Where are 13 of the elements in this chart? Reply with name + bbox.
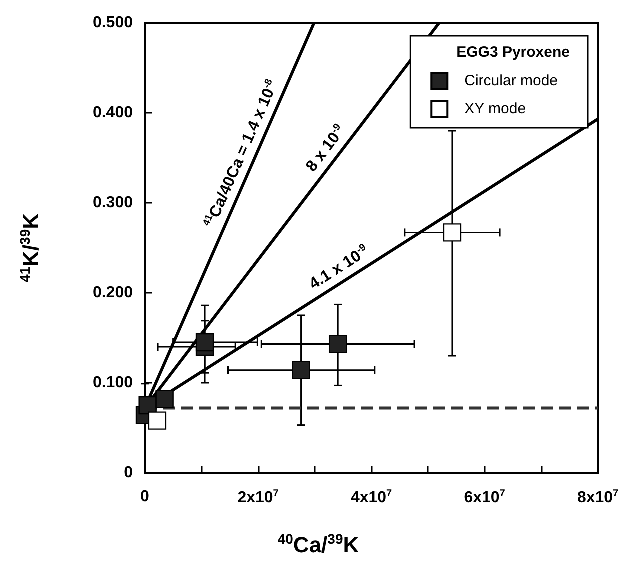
y-tick-label: 0 bbox=[124, 464, 134, 482]
y-axis-title: 41K/39K bbox=[17, 213, 44, 283]
y-tick-label: 0.100 bbox=[92, 374, 134, 392]
annotation: 8 x 10-9 bbox=[303, 122, 344, 176]
y-tick-label: 0.300 bbox=[92, 194, 134, 212]
y-tick-label: 0.400 bbox=[92, 104, 134, 122]
legend-label: Circular mode bbox=[464, 72, 558, 90]
x-tick-label: 0 bbox=[140, 488, 150, 506]
legend-title: EGG3 Pyroxene bbox=[456, 44, 570, 61]
legend-label: XY mode bbox=[464, 100, 526, 118]
y-tick-label: 0.200 bbox=[92, 284, 134, 302]
annotation: 4.1 x 10-9 bbox=[306, 242, 369, 294]
y-tick-label: 0.500 bbox=[92, 14, 134, 32]
